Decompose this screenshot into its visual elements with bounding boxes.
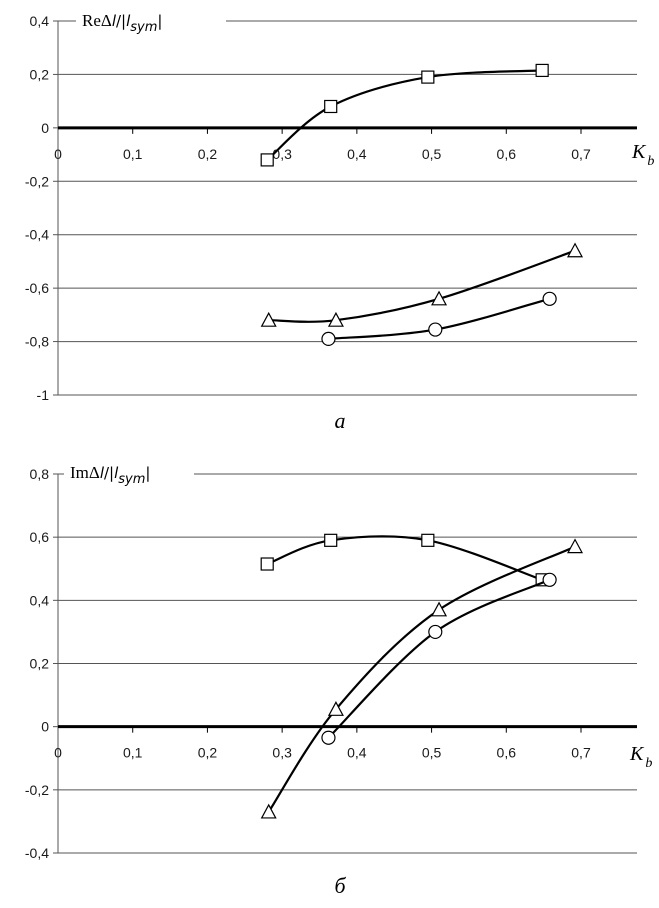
x-tick-label: 0,6 — [497, 745, 517, 761]
triangle-marker — [431, 290, 448, 306]
circle-marker — [542, 291, 557, 306]
square-marker — [535, 63, 549, 78]
ylabel-background — [64, 457, 194, 487]
x-tick-label: 0,2 — [198, 146, 218, 162]
triangle-marker — [327, 311, 344, 327]
triangle-marker — [567, 538, 584, 554]
triangle-marker — [260, 311, 277, 327]
y-tick-label: -0,2 — [25, 173, 49, 189]
x-tick-label: 0 — [54, 146, 62, 162]
y-tick-label: -0,8 — [25, 334, 49, 350]
y-tick-label: 0,4 — [30, 13, 50, 29]
y-tick-label: 0,2 — [30, 656, 50, 672]
x-tick-label: 0,2 — [198, 745, 218, 761]
y-tick-label: 0 — [41, 719, 49, 735]
chart-panel-a: 0,4 0,2 0 -0,2 -0,4 -0,6 -0,8 -1 0 0,1 0,2 0,3 0,4 0,… — [25, 5, 654, 433]
y-tick-label: 0,2 — [30, 66, 50, 82]
square-marker — [421, 533, 435, 547]
panel-caption: б — [334, 873, 346, 898]
circle-marker — [321, 730, 336, 745]
x-tick-label: 0,4 — [347, 146, 367, 162]
square-marker — [324, 99, 338, 114]
x-tick-label: 0,1 — [123, 745, 143, 761]
circle-marker — [321, 331, 336, 346]
x-tick-label: 0,5 — [422, 146, 442, 162]
square-marker — [260, 153, 274, 167]
series-line-triangle — [267, 545, 576, 813]
series-line-square — [266, 69, 543, 161]
x-tick-label: 0,1 — [123, 146, 143, 162]
y-tick-label: 0 — [41, 120, 49, 136]
panel-caption: а — [335, 408, 346, 433]
x-tick-label: 0,7 — [571, 146, 591, 162]
triangle-marker — [567, 242, 584, 258]
chart-panel-b: 0,8 0,6 0,4 0,2 0 -0,2 -0,4 0 0,1 0,2 0,3 0,4 0,5 0,6… — [25, 457, 652, 898]
y-tick-label: 0,4 — [30, 592, 50, 608]
x-tick-label: 0,6 — [497, 146, 517, 162]
square-marker — [260, 557, 274, 571]
x-tick-label: 0,5 — [422, 745, 442, 761]
x-tick-label: 0 — [54, 745, 62, 761]
ylabel-background — [76, 5, 226, 35]
x-tick-label: 0,7 — [571, 745, 591, 761]
circle-marker — [428, 624, 443, 640]
y-tick-label: -0,4 — [25, 227, 49, 243]
y-axis-label: ImΔl/|lsym| — [70, 463, 150, 487]
y-tick-label: -0,6 — [25, 280, 49, 296]
y-tick-label: -0,4 — [25, 845, 49, 861]
y-tick-label: -1 — [37, 387, 50, 403]
y-tick-label: -0,2 — [25, 782, 49, 798]
series-line-square — [266, 535, 543, 581]
x-tick-label: 0,3 — [272, 146, 292, 162]
y-tick-label: 0,6 — [30, 529, 50, 545]
x-tick-label: 0,4 — [347, 745, 367, 761]
circle-marker — [542, 572, 557, 587]
y-tick-label: 0,8 — [30, 466, 50, 482]
square-marker — [421, 70, 435, 84]
series-line-triangle — [268, 249, 576, 323]
triangle-marker — [327, 701, 344, 716]
triangle-marker — [431, 601, 448, 617]
circle-marker — [428, 322, 443, 337]
triangle-marker — [260, 803, 277, 819]
x-tick-label: 0,3 — [272, 745, 292, 761]
square-marker — [324, 533, 338, 547]
y-axis-label: ReΔl/|lsym| — [82, 11, 162, 35]
